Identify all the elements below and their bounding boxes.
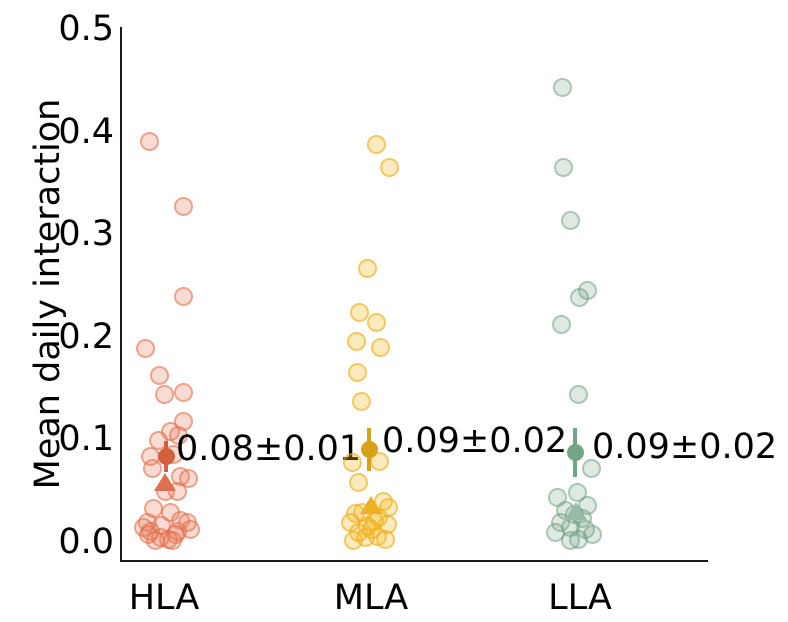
data-point xyxy=(370,337,390,357)
y-tick-label: 0.2 xyxy=(58,316,114,357)
data-point xyxy=(568,384,588,404)
data-point xyxy=(351,391,371,411)
data-point xyxy=(173,287,193,307)
data-point xyxy=(348,472,368,492)
mean-annotation: 0.09±0.02 xyxy=(382,421,568,461)
data-point xyxy=(379,158,399,177)
data-point xyxy=(342,453,362,473)
data-point xyxy=(154,384,174,404)
triangle-marker xyxy=(360,496,382,515)
data-point xyxy=(366,135,386,155)
y-tick-label: 0.5 xyxy=(58,9,114,49)
data-point xyxy=(173,382,193,402)
data-point xyxy=(162,531,182,551)
y-tick-label: 0.0 xyxy=(58,522,114,562)
y-axis-spine xyxy=(120,27,122,562)
data-point xyxy=(142,458,162,478)
mean-marker xyxy=(360,441,378,459)
y-tick-label: 0.4 xyxy=(58,111,114,152)
x-category-label: LLA xyxy=(548,578,612,618)
data-point xyxy=(569,288,589,308)
mean-marker xyxy=(566,444,584,462)
y-tick-label: 0.1 xyxy=(58,419,114,460)
mean-annotation: 0.08±0.01 xyxy=(176,429,362,469)
data-point xyxy=(560,211,580,231)
data-point xyxy=(366,312,386,332)
y-tick-label: 0.3 xyxy=(58,214,114,255)
data-point xyxy=(551,314,571,334)
triangle-marker xyxy=(154,473,176,492)
data-point xyxy=(581,458,601,478)
mean-annotation: 0.09±0.02 xyxy=(592,427,778,467)
data-point xyxy=(347,363,367,383)
data-point xyxy=(552,77,572,97)
data-point xyxy=(168,425,188,445)
x-axis-spine xyxy=(120,560,708,562)
data-point xyxy=(173,196,193,216)
data-point xyxy=(343,531,363,551)
data-point xyxy=(139,132,159,152)
data-point xyxy=(560,531,580,551)
x-category-label: HLA xyxy=(128,578,200,618)
data-point xyxy=(148,430,168,450)
data-point xyxy=(553,158,573,177)
x-category-label: MLA xyxy=(333,578,409,618)
data-point xyxy=(135,338,155,358)
data-point xyxy=(375,530,395,550)
data-point xyxy=(145,531,165,551)
data-point xyxy=(357,258,377,278)
triangle-marker xyxy=(565,502,587,521)
data-point xyxy=(346,332,366,352)
data-point xyxy=(349,302,369,322)
mean-marker xyxy=(157,448,175,466)
data-point xyxy=(149,366,169,386)
